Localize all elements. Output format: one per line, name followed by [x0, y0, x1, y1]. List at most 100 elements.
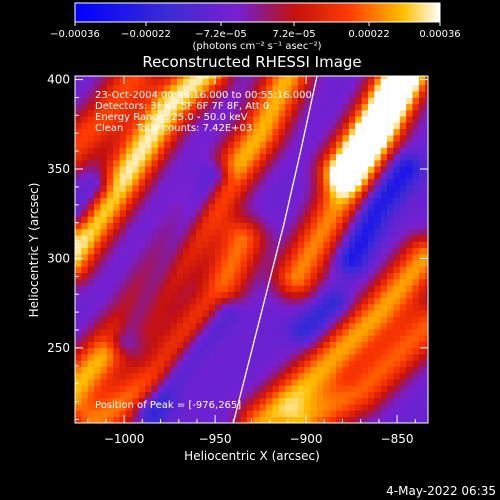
heatmap-cell [119, 410, 127, 418]
heatmap-cell [138, 266, 146, 274]
heatmap-cell [304, 316, 311, 324]
heatmap-cell [164, 416, 171, 423]
heatmap-cell [196, 222, 203, 230]
heatmap-cell [113, 272, 120, 280]
heatmap-cell [310, 153, 318, 161]
heatmap-cell [196, 109, 203, 117]
heatmap-cell [399, 341, 407, 349]
heatmap-cell [106, 228, 114, 236]
heatmap-cell [323, 260, 331, 267]
heatmap-cell [189, 379, 197, 386]
heatmap-cell [87, 310, 95, 317]
heatmap-cell [355, 354, 362, 361]
heatmap-cell [151, 97, 159, 105]
heatmap-cell [125, 310, 133, 317]
colorbar-tick-label: 7.2e−05 [272, 29, 315, 40]
heatmap-cell [412, 103, 420, 111]
heatmap-cell [285, 297, 292, 305]
heatmap-cell [183, 160, 190, 167]
heatmap-cell [367, 141, 375, 148]
heatmap-cell [355, 391, 362, 399]
heatmap-cell [272, 291, 280, 299]
heatmap-cell [94, 316, 101, 324]
heatmap-cell [145, 228, 152, 236]
heatmap-cell [367, 116, 375, 123]
heatmap-cell [253, 135, 260, 142]
heatmap-cell [317, 253, 324, 261]
heatmap-cell [374, 341, 381, 349]
heatmap-cell [418, 366, 426, 374]
heatmap-cell [170, 253, 178, 261]
heatmap-cell [227, 291, 235, 299]
heatmap-cell [266, 241, 273, 249]
heatmap-cell [418, 335, 426, 342]
heatmap-cell [336, 185, 343, 192]
heatmap-cell [317, 347, 324, 355]
heatmap-cell [355, 78, 362, 86]
heatmap-cell [183, 266, 190, 274]
heatmap-cell [291, 385, 299, 392]
heatmap-cell [170, 76, 178, 79]
heatmap-cell [310, 160, 318, 167]
heatmap-cell [380, 191, 388, 198]
heatmap-cell [113, 335, 120, 342]
heatmap-cell [106, 285, 114, 292]
heatmap-cell [113, 354, 120, 361]
heatmap-cell [189, 178, 197, 186]
heatmap-cell [164, 109, 171, 117]
heatmap-cell [208, 253, 216, 261]
heatmap-cell [355, 304, 362, 311]
heatmap-cell [157, 404, 165, 411]
heatmap-cell [81, 141, 89, 148]
heatmap-cell [418, 272, 426, 280]
heatmap-cell [266, 316, 273, 324]
heatmap-cell [266, 266, 273, 274]
heatmap-cell [336, 291, 343, 299]
heatmap-cell [317, 84, 324, 92]
heatmap-cell [272, 266, 280, 274]
heatmap-cell [266, 354, 273, 361]
heatmap-cell [202, 235, 210, 242]
heatmap-cell [215, 322, 222, 330]
y-tick-label: 300 [47, 251, 70, 265]
heatmap-cell [425, 91, 428, 98]
heatmap-cell [266, 197, 273, 205]
heatmap-cell [278, 385, 286, 392]
heatmap-cell [323, 354, 331, 361]
heatmap-cell [291, 109, 299, 117]
heatmap-cell [208, 247, 216, 255]
heatmap-cell [164, 335, 171, 342]
heatmap-cell [418, 178, 426, 186]
heatmap-cell [234, 304, 241, 311]
heatmap-cell [119, 272, 127, 280]
heatmap-cell [297, 172, 305, 180]
heatmap-cell [297, 228, 305, 236]
heatmap-cell [240, 78, 248, 86]
heatmap-cell [164, 91, 171, 98]
heatmap-cell [100, 354, 108, 361]
heatmap-cell [329, 391, 337, 399]
heatmap-cell [221, 141, 229, 148]
heatmap-cell [310, 103, 318, 111]
heatmap-cell [246, 91, 254, 98]
heatmap-cell [125, 253, 133, 261]
heatmap-cell [272, 228, 280, 236]
heatmap-cell [87, 341, 95, 349]
heatmap-cell [278, 153, 286, 161]
heatmap-cell [132, 185, 139, 192]
heatmap-cell [176, 316, 184, 324]
heatmap-cell [317, 372, 324, 380]
heatmap-cell [380, 279, 388, 286]
heatmap-cell [393, 241, 401, 249]
heatmap-cell [355, 216, 362, 223]
heatmap-cell [113, 241, 120, 249]
heatmap-cell [138, 354, 146, 361]
heatmap-cell [87, 285, 95, 292]
heatmap-cell [393, 191, 401, 198]
heatmap-cell [266, 335, 273, 342]
heatmap-cell [418, 203, 426, 211]
heatmap-cell [215, 185, 222, 192]
heatmap-cell [266, 91, 273, 98]
heatmap-cell [208, 135, 216, 142]
heatmap-cell [196, 166, 203, 173]
